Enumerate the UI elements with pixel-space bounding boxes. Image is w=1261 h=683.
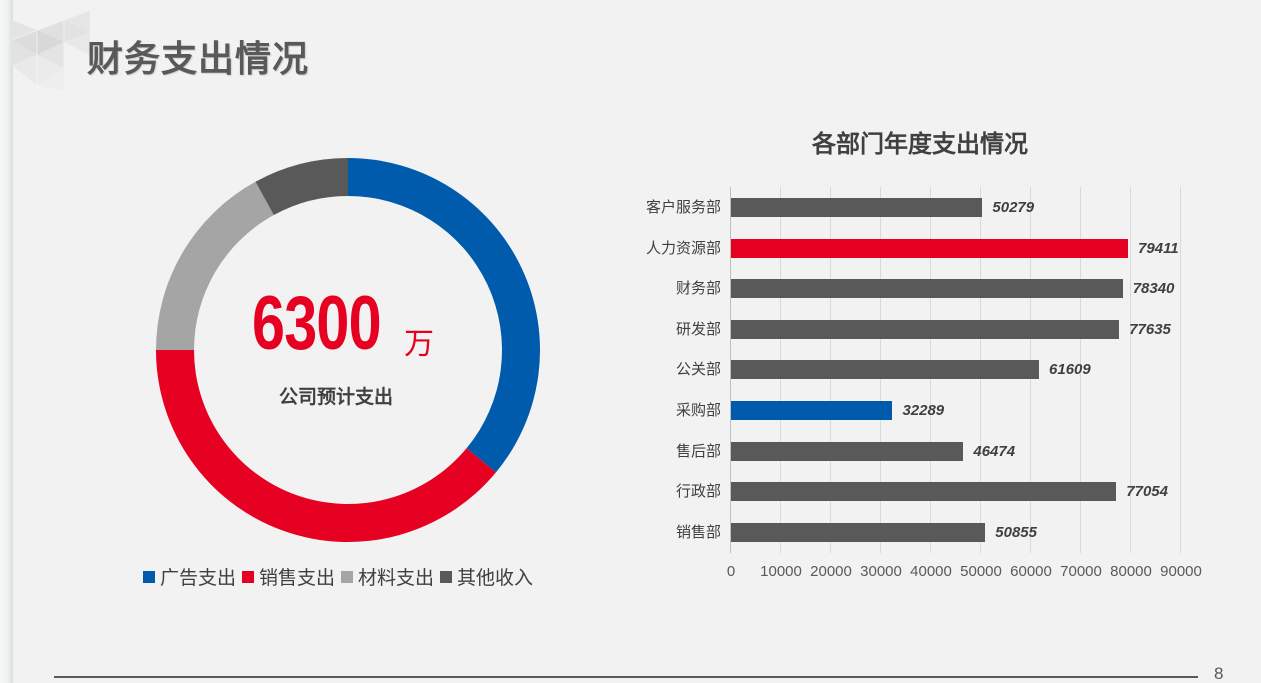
x-tick-label: 70000 [1060, 563, 1102, 580]
donut-slice[interactable] [348, 158, 540, 473]
category-label: 人力资源部 [645, 238, 721, 257]
x-tick-label: 0 [726, 563, 736, 580]
legend-item-other[interactable]: 其他收入 [440, 563, 533, 590]
x-tick-label: 90000 [1160, 563, 1202, 580]
legend-swatch-icon [143, 570, 155, 583]
bar-row: 46474 [730, 441, 1190, 461]
page-title: 财务支出情况 [87, 39, 310, 80]
bar-row: 78340 [730, 279, 1190, 299]
legend-swatch-icon [242, 570, 255, 583]
bar-row: 50855 [730, 522, 1190, 542]
bar-value-label: 50279 [992, 199, 1035, 216]
footer-divider [54, 676, 1198, 678]
legend-label: 材料支出 [358, 567, 435, 589]
bar-value-label: 46474 [973, 442, 1016, 460]
legend-swatch-icon [341, 570, 354, 583]
x-tick-label: 50000 [960, 563, 1002, 580]
bar[interactable] [731, 360, 1040, 380]
bar[interactable] [731, 522, 986, 542]
bar[interactable] [731, 441, 964, 461]
bar-row: 77635 [730, 319, 1190, 339]
category-label: 公关部 [675, 360, 721, 379]
bar-value-label: 78340 [1132, 280, 1175, 298]
category-label: 售后部 [675, 441, 721, 460]
category-label: 销售部 [675, 522, 721, 541]
x-tick-label: 80000 [1110, 563, 1152, 580]
decorative-triangles-icon [12, 10, 91, 90]
legend-item-material[interactable]: 材料支出 [341, 563, 434, 590]
bar[interactable] [731, 482, 1117, 502]
bar-row: 77054 [730, 482, 1190, 502]
donut-slice[interactable] [156, 181, 274, 350]
legend-label: 其他收入 [457, 567, 534, 589]
total-amount: 6300 [252, 281, 382, 366]
legend-item-sales[interactable]: 销售支出 [242, 563, 335, 590]
total-unit: 万 [404, 327, 434, 362]
bar-row: 61609 [730, 360, 1190, 380]
gridline [1130, 187, 1131, 553]
donut-center-value: 6300 万 [252, 286, 434, 362]
donut-chart-svg [156, 158, 540, 542]
donut-center-label: 公司预计支出 [278, 386, 393, 408]
bar-chart-plot-area: 50279 79411 78340 77635 61609 32289 46474 77054… [730, 187, 1190, 553]
bar-row: 32289 [730, 401, 1190, 420]
bar[interactable] [731, 279, 1123, 299]
y-axis-line [730, 187, 731, 553]
gridline [1080, 187, 1081, 553]
bar-value-label: 77635 [1129, 320, 1171, 338]
bar-value-label: 79411 [1138, 239, 1179, 257]
bar-value-label: 32289 [902, 402, 945, 419]
bar-chart-title: 各部门年度支出情况 [812, 130, 1028, 158]
donut-chart [156, 158, 540, 542]
category-label: 研发部 [675, 319, 721, 338]
x-tick-label: 40000 [910, 563, 952, 580]
bar-value-label: 61609 [1049, 361, 1091, 379]
donut-slice[interactable] [156, 350, 496, 542]
category-label: 采购部 [675, 401, 721, 419]
bar-row: 50279 [730, 198, 1190, 217]
legend-item-ad[interactable]: 广告支出 [143, 563, 236, 590]
left-edge-strip [0, 0, 13, 683]
category-label: 行政部 [675, 482, 721, 501]
bar[interactable] [731, 401, 893, 420]
bar-value-label: 77054 [1126, 483, 1168, 501]
bar[interactable] [731, 319, 1120, 339]
x-tick-label: 30000 [860, 563, 902, 580]
donut-slice[interactable] [255, 158, 348, 216]
donut-legend: 广告支出 销售支出 材料支出 其他收入 [143, 563, 539, 590]
legend-label: 销售支出 [259, 567, 336, 589]
page-number: 8 [1214, 664, 1224, 683]
x-tick-label: 10000 [760, 563, 802, 580]
category-label: 财务部 [675, 279, 721, 298]
x-tick-label: 60000 [1010, 563, 1052, 580]
bar[interactable] [731, 198, 983, 217]
legend-label: 广告支出 [160, 567, 237, 589]
bar[interactable] [731, 238, 1129, 258]
bar-value-label: 50855 [995, 523, 1037, 541]
bar-row: 79411 [730, 238, 1190, 258]
x-tick-label: 20000 [810, 563, 852, 580]
gridline [1180, 187, 1181, 553]
category-label: 客户服务部 [645, 198, 721, 216]
legend-swatch-icon [440, 570, 453, 583]
